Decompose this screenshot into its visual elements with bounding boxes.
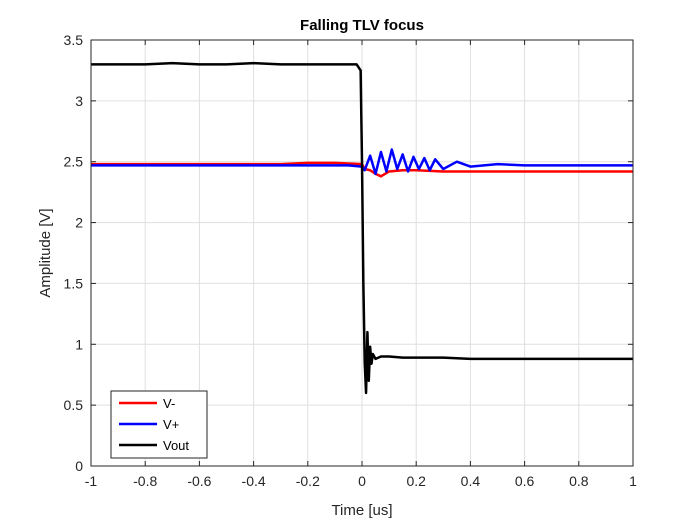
x-tick-label: 0.2	[406, 473, 426, 489]
legend-label: V+	[163, 417, 179, 432]
series-line-v-	[91, 148, 633, 176]
x-tick-label: -0.8	[133, 473, 157, 489]
legend-label: V-	[163, 396, 175, 411]
x-tick-label: 0.8	[569, 473, 589, 489]
x-tick-label: -0.6	[187, 473, 211, 489]
ticks: -1 -0.8 -0.6 -0.4 -0.2 0 0.2 0.4 0.6 0.8 1 0 0.5 1 1.5…	[64, 32, 638, 489]
y-tick-label: 0.5	[64, 397, 84, 413]
y-tick-label: 1.5	[64, 275, 84, 291]
series-line-vout	[91, 61, 633, 395]
y-tick-label: 3.5	[64, 32, 84, 48]
x-tick-label: -0.4	[242, 473, 266, 489]
legend-label: Vout	[163, 438, 189, 453]
x-tick-label: 1	[629, 473, 637, 489]
x-tick-label: 0.4	[461, 473, 481, 489]
chart-title: Falling TLV focus	[300, 17, 424, 34]
x-tick-label: -0.2	[296, 473, 320, 489]
x-tick-label: 0	[358, 473, 366, 489]
y-tick-label: 2.5	[64, 154, 84, 170]
x-axis-label: Time [us]	[331, 502, 392, 519]
y-tick-label: 2	[75, 215, 83, 231]
y-axis-label: Amplitude [V]	[37, 208, 54, 297]
legend: V- V+ Vout	[110, 390, 208, 459]
x-tick-label: -1	[85, 473, 98, 489]
y-tick-label: 3	[75, 93, 83, 109]
y-tick-label: 1	[75, 336, 83, 352]
x-tick-label: 0.6	[515, 473, 535, 489]
y-tick-label: 0	[75, 458, 83, 474]
series-lines	[91, 61, 633, 395]
